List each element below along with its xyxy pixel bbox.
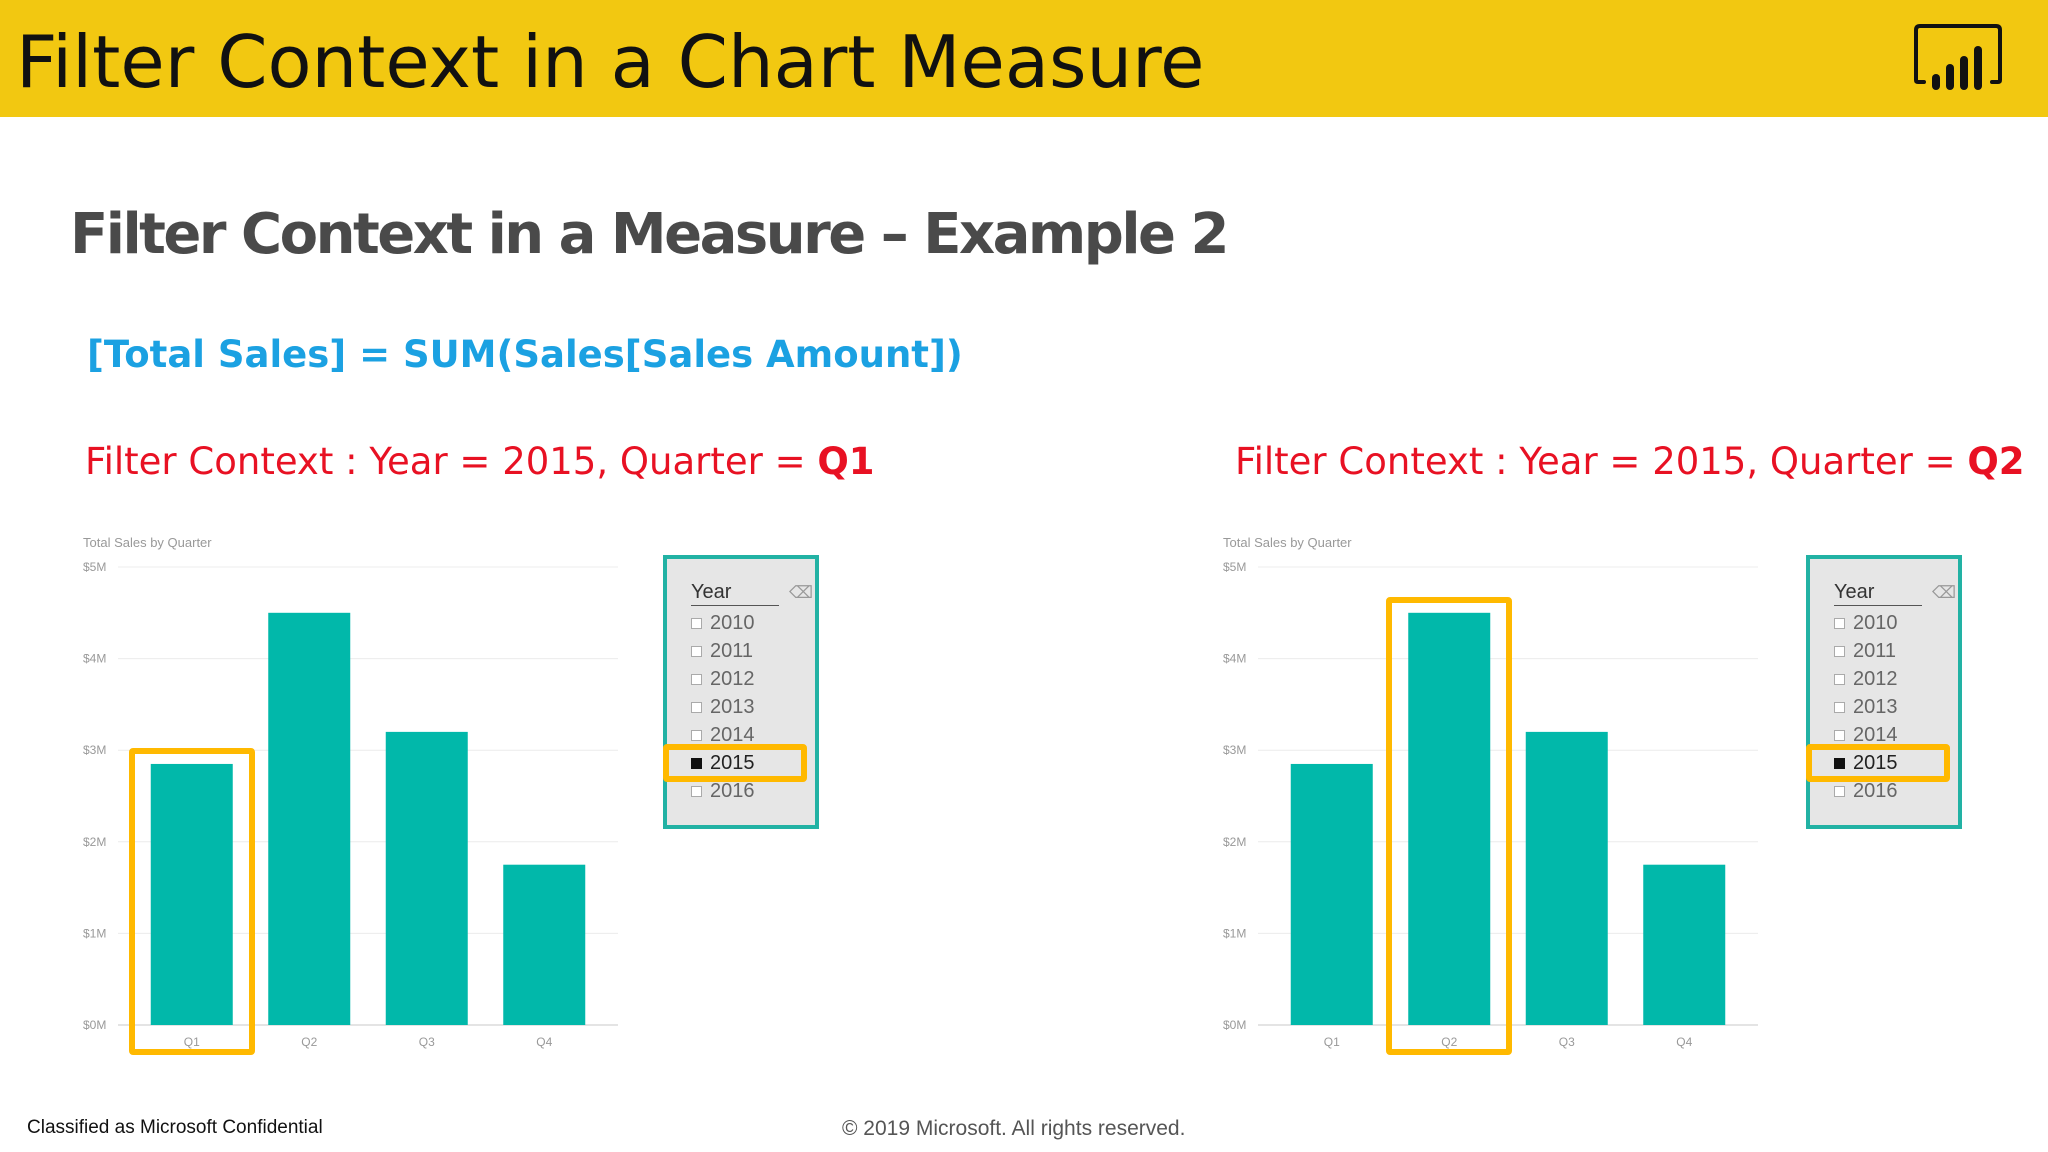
slicer-item-2015[interactable]: 2015 [1834,749,1898,777]
y-tick-label: $0M [83,1018,106,1032]
x-tick-label: Q2 [301,1035,317,1049]
bar-q4 [1643,864,1726,1025]
slicer-item-2015[interactable]: 2015 [691,749,755,777]
copyright-label: © 2019 Microsoft. All rights reserved. [842,1117,1186,1140]
checkbox[interactable] [1834,702,1845,713]
checkbox[interactable] [691,618,702,629]
y-tick-label: $0M [1223,1018,1246,1032]
slicer-item-label: 2010 [710,612,755,634]
slicer-title: Year [1834,579,1922,606]
y-tick-label: $1M [1223,926,1246,940]
year-slicer-left: Year ⌫ 2010 2011 2012 2013 2014 2015 2016 [663,555,819,829]
highlight-2015-right [1806,744,1950,782]
eraser-icon[interactable]: ⌫ [1932,583,1957,602]
slicer-item-label: 2012 [1853,668,1898,690]
checkbox[interactable] [1834,674,1845,685]
checkbox[interactable] [691,758,702,769]
x-tick-label: Q4 [1676,1035,1692,1049]
filter-context-text: Filter Context : Year = 2015, Quarter = [85,440,818,483]
classification-label: Classified as Microsoft Confidential [27,1117,323,1138]
checkbox[interactable] [691,730,702,741]
sales-chart-left: Total Sales by Quarter $0M $1M $2M $3M $4M $5M… [78,525,638,1070]
y-tick-label: $5M [83,560,106,574]
checkbox[interactable] [691,702,702,713]
filter-context-quarter: Q1 [817,440,875,483]
sales-chart-right: Total Sales by Quarter $0M $1M $2M $3M $4M $5M… [1218,525,1778,1070]
x-tick-label: Q2 [1441,1035,1457,1049]
checkbox[interactable] [691,646,702,657]
x-tick-label: Q4 [536,1035,552,1049]
power-bi-logo-icon [1914,24,2002,90]
year-slicer-right: Year ⌫ 2010 2011 2012 2013 2014 2015 2016 [1806,555,1962,829]
checkbox[interactable] [691,674,702,685]
x-tick-label: Q1 [184,1035,200,1049]
y-tick-label: $4M [1223,652,1246,666]
slicer-item-label: 2015 [710,752,755,774]
y-tick-label: $3M [83,743,106,757]
slicer-item-label: 2014 [710,724,755,746]
slide-title: Filter Context in a Chart Measure [16,20,1205,104]
y-tick-label: $2M [1223,835,1246,849]
slicer-item-2014[interactable]: 2014 [1834,721,1898,749]
slicer-title: Year [691,579,779,606]
x-tick-label: Q1 [1324,1035,1340,1049]
filter-context-left: Filter Context : Year = 2015, Quarter = … [85,440,875,483]
bar-q1 [1290,763,1373,1025]
bar-q3 [1525,731,1608,1025]
slicer-item-label: 2015 [1853,752,1898,774]
y-tick-label: $5M [1223,560,1246,574]
checkbox[interactable] [1834,786,1845,797]
slicer-item-label: 2013 [1853,696,1898,718]
bar-chart: Total Sales by Quarter $0M $1M $2M $3M $4M $5M… [1223,535,1758,1049]
slicer-item-2012[interactable]: 2012 [1834,665,1898,693]
slicer-item-label: 2014 [1853,724,1898,746]
slicer-item-2010[interactable]: 2010 [1834,609,1898,637]
slicer-item-label: 2011 [1853,640,1897,662]
highlight-q1-bar [128,747,255,1055]
y-tick-label: $1M [83,926,106,940]
slicer-item-label: 2016 [1853,780,1898,802]
chart-title: Total Sales by Quarter [83,535,212,550]
y-tick-label: $2M [83,835,106,849]
bar-q2 [1408,612,1491,1025]
eraser-icon[interactable]: ⌫ [789,583,814,602]
bar-q1 [150,763,233,1025]
filter-context-quarter: Q2 [1967,440,2025,483]
checkbox[interactable] [1834,646,1845,657]
filter-context-text: Filter Context : Year = 2015, Quarter = [1235,440,1968,483]
slicer-item-2016[interactable]: 2016 [1834,777,1898,805]
y-tick-label: $3M [1223,743,1246,757]
title-banner: Filter Context in a Chart Measure [0,0,2048,117]
slicer-item-label: 2010 [1853,612,1898,634]
slicer-item-label: 2016 [710,780,755,802]
checkbox[interactable] [1834,730,1845,741]
bar-q4 [503,864,586,1025]
filter-context-right: Filter Context : Year = 2015, Quarter = … [1235,440,2025,483]
slicer-item-label: 2011 [710,640,754,662]
slide-subtitle: Filter Context in a Measure – Example 2 [70,202,1229,267]
highlight-2015-left [663,744,807,782]
checkbox[interactable] [1834,618,1845,629]
slicer-item-2011[interactable]: 2011 [1834,637,1896,665]
bar-q3 [385,731,468,1025]
slicer-item-label: 2012 [710,668,755,690]
slicer-item-2013[interactable]: 2013 [1834,693,1898,721]
checkbox[interactable] [1834,758,1845,769]
bar-q2 [268,612,351,1025]
slicer-item-2011[interactable]: 2011 [691,637,753,665]
bar-chart: Total Sales by Quarter $0M $1M $2M $3M $4M $5M… [83,535,618,1049]
checkbox[interactable] [691,786,702,797]
slicer-item-2016[interactable]: 2016 [691,777,755,805]
slicer-item-2013[interactable]: 2013 [691,693,755,721]
slicer-item-2014[interactable]: 2014 [691,721,755,749]
slicer-item-2012[interactable]: 2012 [691,665,755,693]
x-tick-label: Q3 [419,1035,435,1049]
slicer-item-2010[interactable]: 2010 [691,609,755,637]
chart-title: Total Sales by Quarter [1223,535,1352,550]
dax-formula: [Total Sales] = SUM(Sales[Sales Amount]) [87,333,963,376]
y-tick-label: $4M [83,652,106,666]
x-tick-label: Q3 [1559,1035,1575,1049]
slicer-item-label: 2013 [710,696,755,718]
highlight-q2-bar [1386,596,1513,1055]
